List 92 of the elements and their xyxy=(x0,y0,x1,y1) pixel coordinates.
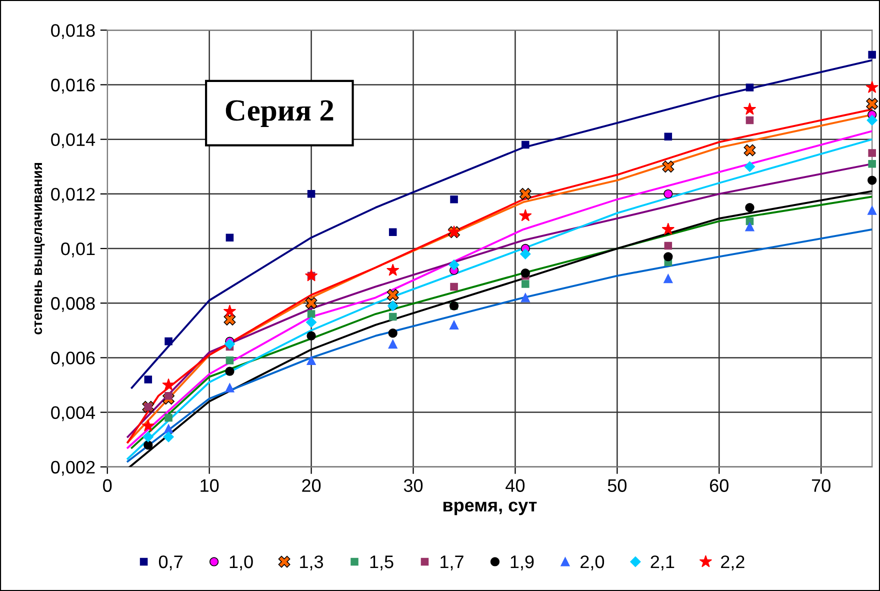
point xyxy=(307,310,316,318)
y-tick-label: 0,006 xyxy=(51,352,95,367)
x-tick-label: 50 xyxy=(608,479,627,492)
x-tick-label: 30 xyxy=(404,479,423,492)
x-tick-label: 10 xyxy=(200,479,219,492)
legend-label: 1,3 xyxy=(300,555,324,570)
y-tick-label: 0,014 xyxy=(51,133,96,148)
point xyxy=(305,297,318,310)
point xyxy=(745,202,754,212)
point xyxy=(867,176,877,185)
y-tick-label: 0,01 xyxy=(61,242,95,258)
x-tick-label: 20 xyxy=(302,479,321,492)
point xyxy=(866,114,878,126)
point xyxy=(304,269,318,282)
point xyxy=(519,188,532,200)
point xyxy=(522,280,530,288)
x-axis-title: время, сут xyxy=(443,502,537,516)
line-series xyxy=(126,228,872,462)
point xyxy=(224,338,236,350)
legend-label: 2,2 xyxy=(721,555,744,570)
point xyxy=(144,376,152,384)
point xyxy=(746,116,754,124)
point xyxy=(744,144,756,156)
point xyxy=(664,252,673,262)
point xyxy=(142,419,155,432)
point xyxy=(306,331,316,340)
y-axis-title: степень выщелачивания xyxy=(34,163,45,334)
point xyxy=(664,189,673,199)
legend-label: 1,7 xyxy=(440,556,464,570)
legend-label: 0,7 xyxy=(158,555,182,570)
point xyxy=(306,316,317,328)
point xyxy=(164,424,174,434)
legend-label: 2,0 xyxy=(580,555,604,570)
point xyxy=(866,80,878,93)
point xyxy=(664,242,672,250)
point xyxy=(520,293,530,302)
point xyxy=(225,366,234,376)
point xyxy=(225,383,234,392)
point xyxy=(450,195,458,204)
point xyxy=(449,320,459,330)
point xyxy=(164,414,172,422)
y-tick-label: 0,016 xyxy=(51,78,95,94)
point xyxy=(448,260,460,270)
point xyxy=(388,328,398,338)
point xyxy=(868,160,876,168)
x-tick-label: 60 xyxy=(710,479,728,492)
point xyxy=(386,288,399,301)
point xyxy=(162,378,175,390)
point xyxy=(388,312,397,321)
point xyxy=(664,274,673,284)
x-tick-label: 70 xyxy=(812,479,830,492)
point xyxy=(522,140,530,149)
point xyxy=(745,222,754,232)
point xyxy=(743,102,756,115)
legend-label: 1,0 xyxy=(230,555,253,570)
point xyxy=(662,160,674,173)
y-tick-label: 0,004 xyxy=(51,406,96,422)
point xyxy=(450,282,458,291)
point xyxy=(307,190,316,198)
point xyxy=(226,234,234,242)
point xyxy=(744,161,756,172)
text: Серия 2 xyxy=(226,100,334,127)
point xyxy=(163,432,174,442)
point xyxy=(519,209,532,222)
point xyxy=(226,356,234,364)
y-tick-label: 0,018 xyxy=(51,24,95,39)
point xyxy=(867,206,877,215)
point xyxy=(142,432,154,442)
y-tick-label: 0,012 xyxy=(51,188,95,203)
point xyxy=(866,98,878,110)
point xyxy=(386,264,400,276)
point xyxy=(664,132,672,140)
point xyxy=(164,337,172,346)
point xyxy=(224,314,236,326)
point xyxy=(746,84,754,92)
point xyxy=(388,228,397,236)
point xyxy=(868,50,876,59)
legend-label: 1,5 xyxy=(370,556,394,570)
point xyxy=(388,339,398,349)
legend-label: 2,1 xyxy=(650,555,674,570)
point xyxy=(144,440,153,450)
point xyxy=(868,149,876,157)
x-tick-label: 40 xyxy=(506,479,525,492)
x-tick-label: 0 xyxy=(103,479,112,492)
y-tick-label: 0,008 xyxy=(51,297,95,312)
legend-label: 1,9 xyxy=(510,555,534,570)
point xyxy=(306,356,316,366)
point xyxy=(520,268,530,278)
point xyxy=(662,222,675,235)
point xyxy=(520,248,531,260)
y-tick-label: 0,002 xyxy=(51,460,95,476)
point xyxy=(223,304,236,317)
